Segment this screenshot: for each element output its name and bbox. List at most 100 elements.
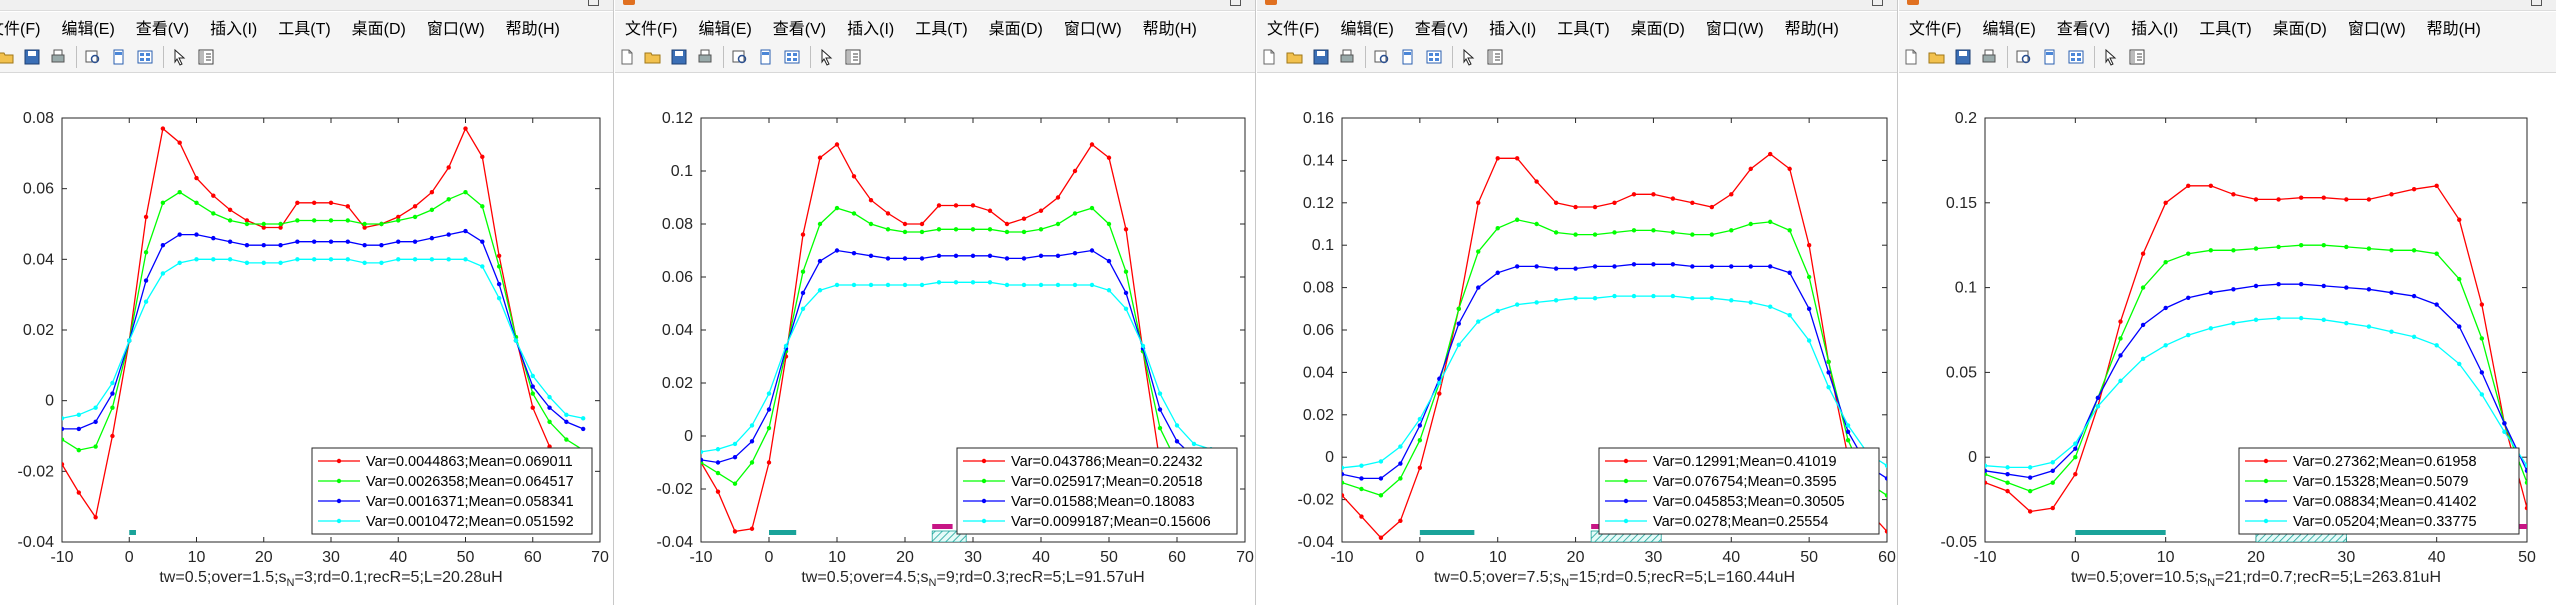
data-point xyxy=(2027,509,2033,514)
data-point xyxy=(732,441,738,447)
menu-item-4[interactable]: 工具(T) xyxy=(2199,21,2252,38)
menu-item-4[interactable]: 工具(T) xyxy=(1557,21,1610,38)
data-point xyxy=(2095,404,2101,409)
data-point xyxy=(1417,438,1423,443)
pointer-icon[interactable] xyxy=(170,47,190,67)
legend-marker xyxy=(981,518,987,524)
menu-item-5[interactable]: 桌面(D) xyxy=(2272,21,2327,38)
menu-item-7[interactable]: 帮助(H) xyxy=(1142,21,1197,38)
save-icon[interactable] xyxy=(1311,47,1331,67)
maximize-icon[interactable] xyxy=(2531,0,2542,6)
data-point xyxy=(143,278,149,283)
menu-item-1[interactable]: 编辑(E) xyxy=(61,21,115,38)
property-editor-icon[interactable] xyxy=(1424,47,1444,67)
maximize-icon[interactable] xyxy=(1230,0,1241,6)
new-file-icon[interactable] xyxy=(1901,47,1921,67)
menu-item-3[interactable]: 插入(I) xyxy=(210,21,258,38)
pointer-icon[interactable] xyxy=(1459,47,1479,67)
menu-item-6[interactable]: 窗口(W) xyxy=(2347,21,2406,38)
open-folder-icon[interactable] xyxy=(1927,47,1947,67)
menu-bar: 文件(F) 编辑(E) 查看(V) 插入(I) 工具(T) 桌面(D) 窗口(W) 帮助(H) xyxy=(1257,12,1897,42)
data-point xyxy=(749,526,755,531)
plot-browser-icon[interactable] xyxy=(196,47,216,67)
menu-item-0[interactable]: 文件(F) xyxy=(625,21,678,38)
dock-figure-icon[interactable] xyxy=(1398,47,1418,67)
property-editor-icon[interactable] xyxy=(2066,47,2086,67)
print-preview-icon[interactable] xyxy=(2014,47,2034,67)
print-icon[interactable] xyxy=(48,47,68,67)
plot-browser-icon[interactable] xyxy=(1485,47,1505,67)
property-editor-icon[interactable] xyxy=(782,47,802,67)
menu-item-0[interactable]: 文件(F) xyxy=(1267,21,1320,38)
data-point xyxy=(244,218,250,223)
menu-item-5[interactable]: 桌面(D) xyxy=(988,21,1043,38)
data-point xyxy=(2231,287,2236,292)
menu-item-0[interactable]: 文件(F) xyxy=(1909,21,1962,38)
data-point xyxy=(1573,296,1578,301)
data-point xyxy=(311,257,317,262)
menu-item-6[interactable]: 窗口(W) xyxy=(426,21,485,38)
menu-item-6[interactable]: 窗口(W) xyxy=(1063,21,1122,38)
new-file-icon[interactable] xyxy=(617,47,637,67)
print-icon[interactable] xyxy=(1979,47,1999,67)
data-point xyxy=(93,419,98,425)
menu-item-7[interactable]: 帮助(H) xyxy=(2426,21,2481,38)
data-point xyxy=(2434,183,2439,189)
menu-item-5[interactable]: 桌面(D) xyxy=(1630,21,1685,38)
save-icon[interactable] xyxy=(669,47,689,67)
print-preview-icon[interactable] xyxy=(1372,47,1392,67)
menu-item-2[interactable]: 查看(V) xyxy=(2056,21,2111,38)
pointer-icon[interactable] xyxy=(2101,47,2121,67)
menu-item-4[interactable]: 工具(T) xyxy=(915,21,968,38)
data-point xyxy=(244,260,250,266)
print-preview-icon[interactable] xyxy=(730,47,750,67)
legend-marker xyxy=(2263,458,2269,464)
open-folder-icon[interactable] xyxy=(1285,47,1305,67)
dock-figure-icon[interactable] xyxy=(756,47,776,67)
data-point xyxy=(1514,217,1520,222)
menu-item-4[interactable]: 工具(T) xyxy=(278,21,331,38)
menu-item-0[interactable]: 文件(F) xyxy=(0,21,41,38)
data-point xyxy=(1123,290,1129,296)
open-folder-icon[interactable] xyxy=(0,47,16,67)
data-point xyxy=(278,243,283,248)
data-point xyxy=(362,225,367,230)
y-tick-label: 0.06 xyxy=(1303,322,1334,339)
save-icon[interactable] xyxy=(22,47,42,67)
menu-item-1[interactable]: 编辑(E) xyxy=(698,21,752,38)
menu-item-3[interactable]: 插入(I) xyxy=(1489,21,1537,38)
maximize-icon[interactable] xyxy=(588,0,599,6)
data-point xyxy=(211,235,216,241)
menu-item-6[interactable]: 窗口(W) xyxy=(1705,21,1764,38)
menu-item-3[interactable]: 插入(I) xyxy=(847,21,895,38)
menu-item-7[interactable]: 帮助(H) xyxy=(1784,21,1839,38)
new-file-icon[interactable] xyxy=(1259,47,1279,67)
menu-item-1[interactable]: 编辑(E) xyxy=(1340,21,1394,38)
dock-figure-icon[interactable] xyxy=(109,47,129,67)
data-point xyxy=(463,257,468,262)
property-editor-icon[interactable] xyxy=(135,47,155,67)
print-icon[interactable] xyxy=(1337,47,1357,67)
pointer-icon[interactable] xyxy=(817,47,837,67)
x-tick-label: 10 xyxy=(1489,549,1507,566)
data-point xyxy=(1884,493,1887,498)
plot-browser-icon[interactable] xyxy=(2127,47,2147,67)
data-point xyxy=(902,229,908,235)
menu-item-2[interactable]: 查看(V) xyxy=(1414,21,1469,38)
data-point xyxy=(1985,471,1988,477)
plot-browser-icon[interactable] xyxy=(843,47,863,67)
save-icon[interactable] xyxy=(1953,47,1973,67)
menu-item-2[interactable]: 查看(V) xyxy=(135,21,190,38)
menu-item-2[interactable]: 查看(V) xyxy=(772,21,827,38)
menu-item-7[interactable]: 帮助(H) xyxy=(505,21,560,38)
print-preview-icon[interactable] xyxy=(83,47,103,67)
maximize-icon[interactable] xyxy=(1872,0,1883,6)
menu-item-1[interactable]: 编辑(E) xyxy=(1982,21,2036,38)
menu-item-3[interactable]: 插入(I) xyxy=(2131,21,2179,38)
open-folder-icon[interactable] xyxy=(643,47,663,67)
data-point xyxy=(1089,282,1095,288)
data-point xyxy=(1004,282,1010,288)
print-icon[interactable] xyxy=(695,47,715,67)
dock-figure-icon[interactable] xyxy=(2040,47,2060,67)
menu-item-5[interactable]: 桌面(D) xyxy=(351,21,406,38)
